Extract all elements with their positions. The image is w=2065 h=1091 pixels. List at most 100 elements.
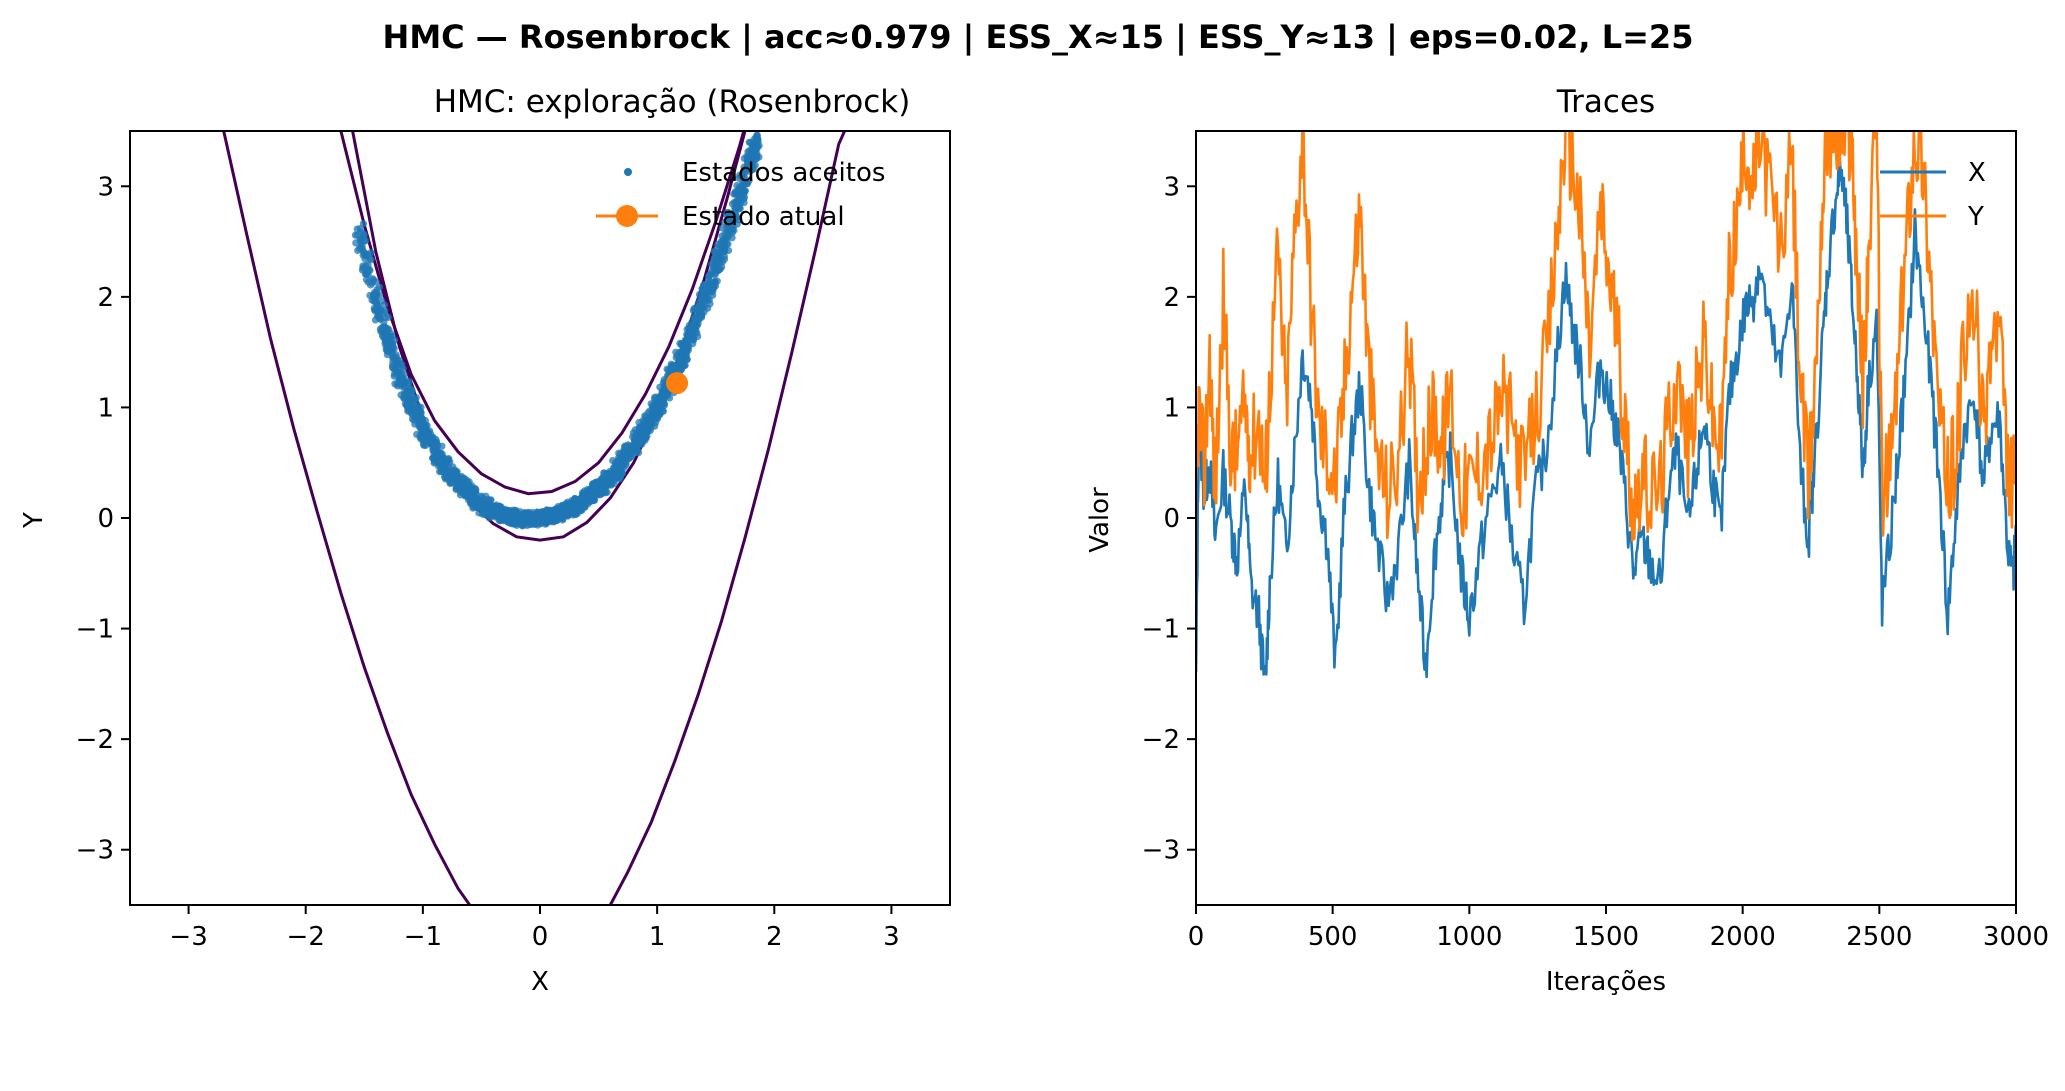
legend-marker-accepted [624,168,632,176]
accepted-state-point [465,496,473,504]
accepted-state-point [670,364,678,372]
accepted-state-point [438,442,446,450]
trace-line-x [1196,154,2016,679]
accepted-state-point [751,138,760,146]
accepted-state-point [635,449,643,457]
scatter-ylabel: Y [19,512,49,529]
accepted-state-point [408,392,416,400]
accepted-state-point [491,511,499,519]
accepted-state-point [729,222,737,230]
accepted-state-point [647,423,655,431]
accepted-state-point [690,326,698,334]
accepted-state-point [751,154,759,162]
accepted-state-point [398,380,406,388]
contour-curve-outer-right [608,131,846,905]
legend-label-y: Y [1967,202,1984,232]
accepted-state-point [607,471,615,479]
contour-curve-inner-upper [339,131,746,496]
accepted-state-point [700,293,708,301]
accepted-state-point [378,323,386,332]
accepted-state-point [362,276,371,284]
accepted-state-point [700,287,708,295]
scatter-ytick-label: 1 [97,393,114,423]
scatter-panel: HMC: exploração (Rosenbrock) X Y −3 −2 −1 0… [19,84,951,997]
accepted-state-point [748,144,756,152]
accepted-state-point [721,230,729,238]
accepted-state-point [723,223,731,231]
scatter-xlabel: X [531,967,549,997]
accepted-state-point [709,284,717,292]
scatter-xtick-label: 0 [532,922,549,952]
scatter-ytick-label: −3 [76,836,114,866]
accepted-state-point [367,256,375,264]
accepted-state-point [569,501,577,509]
accepted-state-point [421,428,429,436]
accepted-state-point [366,266,374,274]
accepted-state-point [360,231,368,239]
accepted-state-point [417,414,425,422]
accepted-state-point [352,239,360,247]
scatter-ticks: −3 −2 −1 0 1 2 3 −3 −2 −1 0 1 2 3 [76,172,900,952]
accepted-state-point [422,421,430,430]
accepted-state-point [441,473,449,481]
accepted-state-point [418,434,426,442]
accepted-state-point [482,492,490,500]
accepted-state-point [515,512,523,521]
accepted-state-point [641,417,649,425]
traces-panel: Traces Iterações Valor 0 500 1000 1500 2000 2… [1085,84,2049,997]
accepted-state-point [639,426,647,434]
accepted-state-point [718,258,727,266]
traces-legend: X Y [1880,158,1986,232]
traces-clipped-marks [1196,131,2016,679]
accepted-state-point [744,161,753,169]
traces-xtick-label: 3000 [1983,922,2049,952]
scatter-frame [129,130,951,906]
accepted-state-point [385,335,393,343]
accepted-state-point [384,341,392,349]
accepted-state-point [399,374,407,382]
accepted-state-point [715,249,723,257]
accepted-state-point [577,494,585,502]
scatter-xtick-label: −2 [287,922,325,952]
accepted-state-point [501,508,509,516]
accepted-state-point [399,365,407,373]
accepted-state-point [563,509,571,518]
scatter-xtick-label: −1 [404,922,442,952]
accepted-state-point [723,209,732,217]
accepted-state-point [725,215,734,223]
accepted-state-point [369,293,377,301]
legend-label-accepted: Estados aceitos [682,158,885,188]
traces-ytick-label: 1 [1163,393,1180,423]
scatter-ytick-label: −1 [76,615,114,645]
accepted-state-point [485,514,493,522]
traces-xtick-label: 1000 [1436,922,1502,952]
accepted-state-point [510,519,518,527]
accepted-state-point [393,361,401,369]
scatter-legend: Estados aceitos Estado atual [596,158,885,232]
accepted-state-point [633,433,641,441]
scatter-ytick-label: 2 [97,283,114,313]
accepted-state-point [705,279,713,287]
accepted-state-point [384,313,392,321]
accepted-state-point [432,443,440,451]
accepted-state-point [570,507,579,515]
accepted-state-point [371,307,379,315]
traces-xlabel: Iterações [1546,967,1666,997]
accepted-state-point [739,175,748,184]
accepted-state-point [523,516,532,524]
accepted-state-point [351,231,359,239]
accepted-state-point [550,518,558,526]
traces-ticks: 0 500 1000 1500 2000 2500 3000 −3 −2 −1 0 1 2 3 [1142,172,2049,952]
traces-xtick-label: 2500 [1846,922,1912,952]
accepted-state-point [676,339,684,347]
accepted-state-point [478,498,486,506]
accepted-state-point [389,354,397,362]
accepted-state-point [475,509,483,517]
accepted-state-point [715,266,723,274]
accepted-state-point [575,501,583,509]
current-state-point [666,372,689,395]
accepted-state-point [442,458,451,466]
accepted-state-point [660,400,669,408]
scatter-xtick-label: 3 [883,922,900,952]
traces-xtick-label: 2000 [1710,922,1776,952]
